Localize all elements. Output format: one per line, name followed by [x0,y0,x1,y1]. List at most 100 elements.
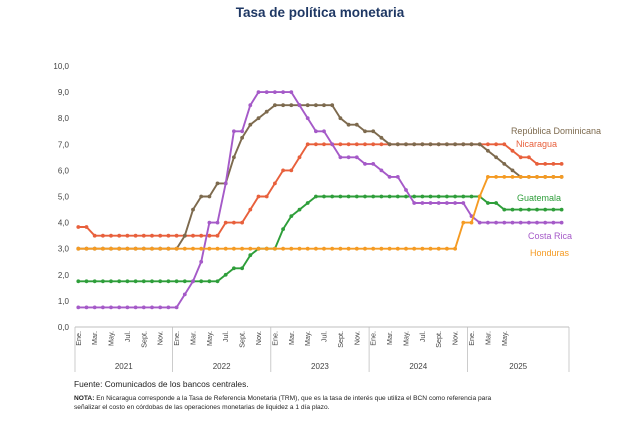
year-label: 2025 [509,362,527,371]
x-tick-label: Mar. [90,331,99,345]
data-point [207,233,212,238]
data-point [502,207,507,212]
y-tick-label: 0,0 [58,323,70,332]
data-point [101,279,105,284]
data-point [477,220,482,225]
data-point [502,175,507,179]
data-point [453,194,457,199]
data-point [101,246,105,251]
y-tick-label: 2,0 [58,271,70,280]
data-point [371,194,376,199]
series-costa-rica [76,90,564,310]
data-point [420,246,425,251]
data-point [215,279,220,284]
data-point [92,279,97,284]
data-point [141,305,146,310]
data-point [141,233,146,238]
data-point [338,155,343,160]
data-point [322,142,326,147]
data-point [404,188,408,192]
data-point [207,246,212,251]
data-point [535,207,539,212]
data-point [273,90,277,94]
data-point [486,220,490,225]
data-point [354,155,359,160]
data-point [133,305,138,310]
x-tick-label: Jul. [221,331,230,342]
data-point [330,246,335,251]
data-point [248,246,253,251]
x-tick-label: Nov. [352,331,361,345]
x-tick-label: Sept. [336,331,345,348]
data-point [346,142,351,147]
year-label: 2024 [409,362,427,371]
data-point [379,142,384,147]
data-point [232,220,236,225]
data-point [322,103,326,108]
data-point [76,225,81,229]
source-note: Fuente: Comunicados de los bancos centra… [74,379,249,389]
data-point [223,272,228,277]
data-point [404,142,408,147]
data-point [166,279,171,284]
data-point [412,201,417,205]
data-point [322,246,326,251]
data-point [158,305,163,310]
x-tick-label: May. [107,331,116,346]
data-point [387,142,392,147]
data-point [379,135,384,140]
data-point [240,129,245,134]
data-point [527,220,531,225]
data-point [551,162,556,166]
data-point [215,220,220,225]
data-point [379,168,384,173]
x-tick-label: Jul. [418,331,427,342]
data-point [371,129,376,134]
series-guatemala [76,194,564,284]
data-point [101,305,105,310]
data-point [395,142,400,147]
data-point [436,142,441,147]
data-point [510,148,515,153]
series-label: República Dominicana [511,126,601,136]
x-tick-label: Jul. [320,331,329,342]
series-line [78,175,562,250]
data-point [289,168,294,173]
data-point [109,246,113,251]
data-point [551,175,556,179]
data-point [150,305,154,310]
y-tick-label: 10,0 [53,62,69,71]
data-point [182,233,187,238]
data-point [199,194,204,199]
data-point [92,233,97,238]
data-point [76,279,81,284]
data-point [109,305,113,310]
x-tick-label: Sept. [434,331,443,348]
data-point [117,246,122,251]
data-point [158,279,163,284]
data-point [453,201,457,205]
data-point [510,175,515,179]
data-point [117,233,122,238]
data-point [338,194,343,199]
y-tick-label: 1,0 [58,297,70,306]
data-point [281,246,285,251]
data-point [182,292,187,297]
data-point [494,175,498,179]
data-point [223,181,228,186]
data-point [404,194,408,199]
data-point [305,142,310,147]
data-point [395,175,400,179]
data-point [461,142,466,147]
series-line [78,195,562,283]
data-point [436,201,441,205]
data-point [477,194,482,199]
data-point [363,142,367,147]
series-label: Honduras [530,248,570,258]
data-point [297,103,302,108]
data-point [404,246,408,251]
data-point [84,305,89,310]
data-point [412,246,417,251]
data-point [199,246,204,251]
